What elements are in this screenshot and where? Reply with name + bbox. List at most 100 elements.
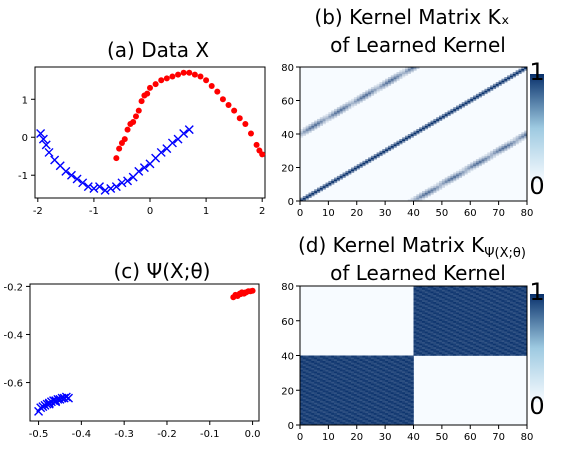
heatmap-cell — [345, 357, 349, 360]
heatmap-cell — [458, 301, 463, 304]
heatmap-cell — [393, 418, 397, 421]
heatmap-cell — [407, 378, 411, 381]
heatmap-cell — [501, 329, 505, 332]
heatmap-cell — [308, 362, 312, 365]
heatmap-cell — [509, 332, 514, 335]
x-tick-label: 10 — [322, 208, 335, 219]
heatmap-cell — [507, 296, 511, 299]
data-point-x — [100, 185, 110, 195]
heatmap-cell — [396, 395, 400, 398]
heatmap-cell — [461, 287, 465, 290]
heatmap-cell — [515, 139, 519, 141]
heatmap-cell — [322, 357, 326, 360]
heatmap-cell — [458, 303, 463, 306]
heatmap-cell — [495, 338, 499, 341]
heatmap-cell — [504, 287, 508, 290]
heatmap-cell — [319, 423, 323, 426]
heatmap-cell — [484, 159, 488, 162]
heatmap-cell — [339, 365, 343, 368]
heatmap-cell — [382, 421, 386, 424]
heatmap-cell — [345, 372, 349, 375]
heatmap-cell — [447, 322, 451, 325]
heatmap-cell — [311, 367, 315, 370]
heatmap-cell — [370, 397, 375, 400]
heatmap-cell — [305, 367, 309, 370]
heatmap-cell — [379, 421, 383, 424]
heatmap-cell — [404, 355, 409, 358]
heatmap-cell — [376, 376, 380, 379]
heatmap-cell — [370, 400, 375, 403]
heatmap-cell — [521, 343, 525, 346]
heatmap-cell — [302, 402, 306, 405]
heatmap-cell — [419, 341, 423, 344]
heatmap-cell — [444, 294, 448, 297]
heatmap-cell — [319, 397, 323, 400]
heatmap-cell — [509, 298, 514, 301]
heatmap-cell — [390, 372, 394, 375]
heatmap-cell — [450, 320, 454, 323]
heatmap-cell — [419, 334, 423, 337]
heatmap-cell — [311, 379, 315, 382]
heatmap-cell — [382, 388, 386, 391]
heatmap-cell — [382, 364, 386, 367]
heatmap-cell — [385, 395, 389, 398]
heatmap-cell — [376, 419, 380, 422]
heatmap-cell — [501, 296, 505, 299]
heatmap-cell — [356, 360, 360, 363]
heatmap-cell — [461, 303, 465, 306]
heatmap-cell — [515, 338, 519, 341]
heatmap-cell — [319, 421, 323, 424]
data-point-dot — [219, 96, 226, 103]
heatmap-cell — [524, 308, 528, 311]
heatmap-cell — [365, 400, 369, 403]
data-point-x — [111, 182, 121, 192]
heatmap-cell — [325, 360, 329, 363]
heatmap-cell — [356, 418, 360, 421]
heatmap-cell — [473, 325, 477, 328]
heatmap-cell — [351, 414, 355, 417]
heatmap-cell — [433, 324, 437, 327]
heatmap-cell — [368, 398, 372, 401]
heatmap-cell — [441, 319, 446, 322]
heatmap-cell — [336, 405, 341, 408]
heatmap-cell — [501, 336, 505, 339]
heatmap-cell — [484, 286, 488, 289]
heatmap-cell — [450, 324, 454, 327]
heatmap-cell — [512, 341, 516, 344]
heatmap-cell — [444, 286, 448, 289]
heatmap-cell — [362, 398, 366, 401]
heatmap-cell — [498, 83, 502, 86]
heatmap-cell — [407, 386, 411, 389]
heatmap-cell — [331, 390, 335, 393]
heatmap-cell — [501, 305, 505, 308]
heatmap-cell — [322, 187, 326, 190]
heatmap-cell — [504, 291, 508, 294]
heatmap-cell — [422, 194, 426, 197]
heatmap-cell — [334, 369, 338, 372]
heatmap-cell — [305, 364, 309, 367]
heatmap-cell — [413, 286, 417, 289]
heatmap-cell — [436, 184, 440, 187]
heatmap-cell — [490, 331, 494, 334]
heatmap-cell — [521, 135, 525, 138]
heatmap-cell — [456, 334, 460, 337]
heatmap-cell — [334, 416, 338, 419]
heatmap-cell — [339, 105, 343, 108]
heatmap-cell — [305, 411, 309, 414]
heatmap-cell — [356, 409, 360, 412]
heatmap-cell — [433, 303, 437, 306]
heatmap-cell — [345, 393, 349, 396]
heatmap-cell — [507, 286, 511, 289]
heatmap-cell — [424, 339, 428, 342]
heatmap-cell — [359, 400, 363, 403]
heatmap-cell — [393, 393, 397, 396]
heatmap-cell — [317, 123, 321, 126]
heatmap-cell — [348, 390, 352, 393]
heatmap-cell — [467, 334, 471, 337]
heatmap-cell — [336, 360, 341, 363]
heatmap-cell — [328, 412, 332, 415]
heatmap-cell — [498, 152, 502, 155]
heatmap-cell — [385, 391, 389, 395]
heatmap-cell — [359, 379, 363, 382]
heatmap-cell — [376, 154, 380, 157]
